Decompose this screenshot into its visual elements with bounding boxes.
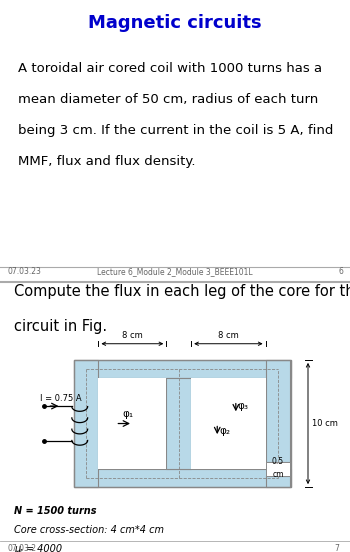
Text: φ₂: φ₂ bbox=[219, 426, 230, 436]
Text: N = 1500 turns: N = 1500 turns bbox=[14, 506, 97, 516]
Bar bbox=[266, 360, 290, 461]
Text: 10 cm: 10 cm bbox=[312, 419, 337, 428]
Text: μᵣ = 4000: μᵣ = 4000 bbox=[14, 544, 62, 552]
Bar bbox=[191, 378, 266, 469]
Text: 8 cm: 8 cm bbox=[122, 332, 143, 341]
Text: Compute the flux in each leg of the core for the: Compute the flux in each leg of the core… bbox=[14, 284, 350, 299]
Text: circuit in Fig.: circuit in Fig. bbox=[14, 320, 107, 335]
Bar bbox=[166, 378, 191, 469]
Bar bbox=[74, 360, 98, 487]
Text: being 3 cm. If the current in the coil is 5 A, find: being 3 cm. If the current in the coil i… bbox=[18, 124, 333, 137]
Text: 07.03.23: 07.03.23 bbox=[7, 267, 41, 276]
Text: I = 0.75 A: I = 0.75 A bbox=[40, 394, 82, 403]
Bar bbox=[74, 360, 290, 378]
Bar bbox=[266, 476, 290, 487]
Bar bbox=[74, 469, 290, 487]
Text: φ₁: φ₁ bbox=[122, 410, 134, 420]
Bar bbox=[98, 378, 166, 469]
Text: mean diameter of 50 cm, radius of each turn: mean diameter of 50 cm, radius of each t… bbox=[18, 93, 318, 106]
Bar bbox=[266, 461, 290, 476]
Text: Magnetic circuits: Magnetic circuits bbox=[88, 14, 262, 32]
Text: cm: cm bbox=[272, 470, 284, 479]
Text: 8 cm: 8 cm bbox=[218, 332, 239, 341]
Text: A toroidal air cored coil with 1000 turns has a: A toroidal air cored coil with 1000 turn… bbox=[18, 62, 322, 75]
Text: 7: 7 bbox=[335, 544, 339, 552]
Text: MMF, flux and flux density.: MMF, flux and flux density. bbox=[18, 155, 195, 168]
Text: Core cross-section: 4 cm*4 cm: Core cross-section: 4 cm*4 cm bbox=[14, 525, 164, 535]
Text: 6: 6 bbox=[338, 267, 343, 276]
Text: Lecture 6_Module 2_Module 3_BEEE101L: Lecture 6_Module 2_Module 3_BEEE101L bbox=[97, 267, 253, 276]
Text: 07.03.2: 07.03.2 bbox=[7, 544, 36, 552]
Text: 0.5: 0.5 bbox=[272, 457, 284, 466]
Text: φ₃: φ₃ bbox=[238, 401, 248, 411]
Bar bbox=[74, 360, 290, 487]
